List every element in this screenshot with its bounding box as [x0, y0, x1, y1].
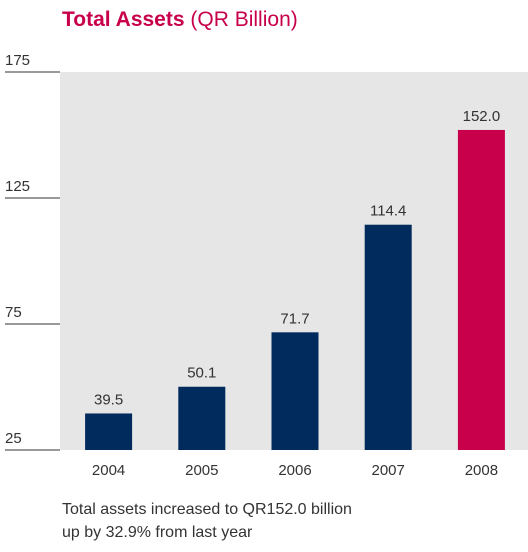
value-label: 71.7 — [280, 310, 309, 327]
x-tick-label: 2006 — [278, 462, 311, 479]
value-label: 152.0 — [463, 108, 501, 125]
value-label: 50.1 — [187, 365, 216, 382]
title-main: Total Assets — [62, 8, 185, 31]
chart-title: Total Assets (QR Billion) — [62, 8, 298, 31]
y-tick-label: 125 — [5, 178, 30, 195]
y-tick-label: 175 — [5, 52, 30, 69]
title-unit: (QR Billion) — [190, 8, 297, 31]
bar — [271, 332, 319, 450]
bar — [457, 129, 505, 450]
bar — [178, 386, 226, 450]
x-tick-label: 2005 — [185, 462, 218, 479]
annotation-line: Total assets increased to QR152.0 billio… — [62, 501, 352, 518]
y-tick-label: 75 — [5, 304, 22, 321]
value-label: 39.5 — [94, 391, 123, 408]
y-tick-label: 25 — [5, 430, 22, 447]
annotation-line: up by 32.9% from last year — [62, 524, 253, 541]
x-tick-label: 2007 — [372, 462, 405, 479]
x-tick-label: 2008 — [465, 462, 498, 479]
value-label: 114.4 — [370, 203, 406, 220]
x-tick-label: 2004 — [92, 462, 125, 479]
bar — [364, 224, 412, 450]
bar — [85, 413, 133, 450]
